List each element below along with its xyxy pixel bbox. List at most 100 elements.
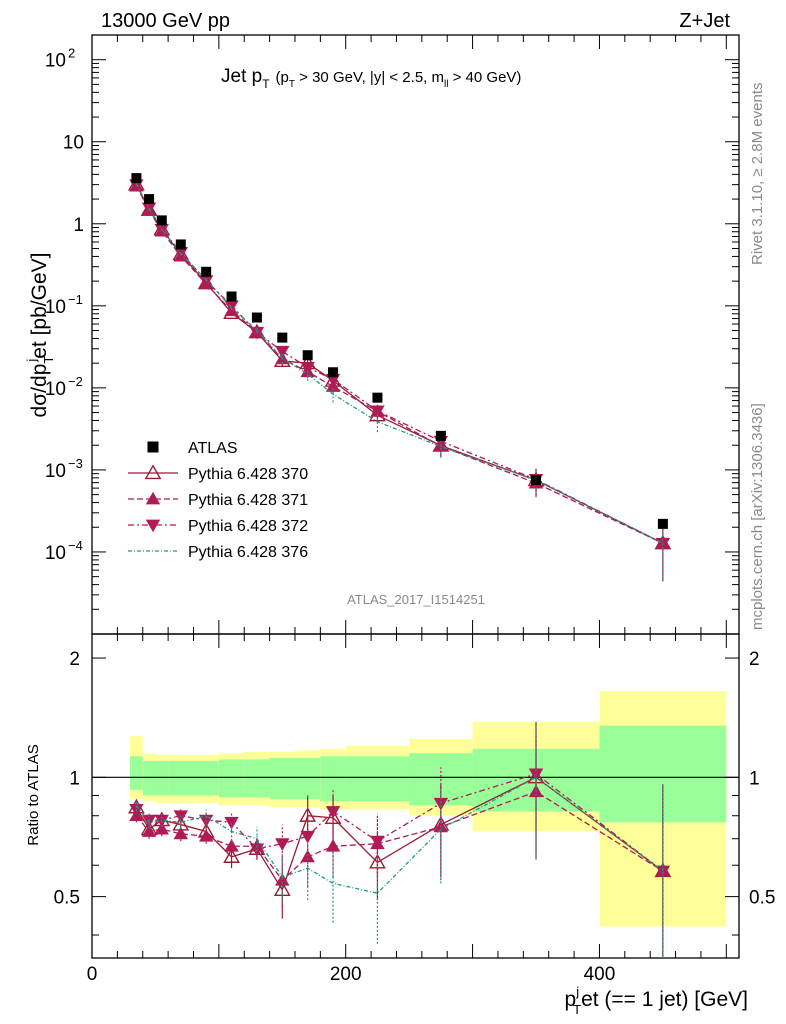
series-line-main [135,183,664,544]
legend-label: Pythia 6.428 371 [188,492,308,509]
y-tick-label: 10 [63,133,84,154]
header-right: Z+Jet [679,10,730,32]
x-axis-label: pj Tet (== 1 jet) [GeV] [565,984,748,1017]
series-point-ratio [275,838,290,851]
series-4 [135,182,664,958]
atlas-point [131,173,142,184]
atlas-point [175,239,186,250]
legend-entry: Pythia 6.428 370 [128,464,308,483]
green-band-bin [320,756,346,802]
green-band-bin [269,757,295,800]
y-tick-label: 10 [45,51,66,72]
series-point-ratio [223,848,240,863]
y-tick-label-exponent: −3 [68,456,83,471]
legend-entry: Pythia 6.428 372 [128,518,308,535]
legend: ATLAS Pythia 6.428 370 Pythia 6.428 371 Pyt… [128,440,308,561]
green-band-bin [168,760,194,796]
header-left: 13000 GeV pp [101,10,230,32]
green-band-bin [345,756,410,802]
green-band-bin [218,759,245,798]
series-line-main [135,185,664,544]
legend-entry: ATLAS [147,440,238,457]
atlas-point [144,194,155,205]
series-point-ratio [325,839,341,852]
series-point-main [224,300,239,313]
y-tick-label: 10 [45,297,66,318]
legend-label: Pythia 6.428 370 [188,466,308,483]
atlas-point [277,332,288,343]
ratio-y-tick-label-right: 2 [749,649,760,670]
uncertainty-bands [92,691,739,927]
series-line-main [135,184,664,544]
atlas-point [302,350,313,361]
atlas-point [156,215,167,226]
legend-marker [145,491,161,505]
atlas-point [328,367,339,378]
y-tick-label-exponent: 2 [68,46,75,61]
plot-frames [91,34,740,959]
ratio-y-tick-label-right: 1 [749,768,760,789]
series-point-ratio [198,829,214,842]
y-tick-label: 10 [45,379,66,400]
data-series [127,173,672,958]
series-point-main [249,326,265,340]
ratio-panel-frame [91,633,740,959]
atlas-point [251,312,262,323]
ratio-y-tick-label-right: 0.5 [749,888,775,909]
atlas-point [657,518,668,529]
series-2 [129,178,671,958]
series-point-ratio [370,835,385,849]
series-point-main [370,405,385,419]
y-tick-label: 1 [73,215,84,236]
x-tick-label: 400 [584,964,616,985]
series-point-ratio [173,826,189,840]
series-point-ratio [154,821,169,835]
x-tick-label: 0 [87,964,98,985]
y-tick-label: 10 [45,543,66,564]
y-tick-label: 10 [45,461,66,482]
legend-marker [147,441,159,453]
y-axis-label: dσ/dpTjet [pb/GeV] [24,253,56,418]
legend-marker [144,464,162,480]
green-band-bin [244,759,270,798]
legend-label: ATLAS [188,440,238,457]
series-point-ratio [141,824,157,837]
atlas-point [531,475,542,486]
y-tick-label-exponent: −1 [68,292,83,307]
ratio-y-tick-label: 2 [69,649,80,670]
legend-marker [145,519,161,533]
x-tick-label: 200 [330,964,362,985]
ratio-y-tick-label: 0.5 [54,888,80,909]
atlas-point [226,291,237,302]
atlas-point [201,266,212,277]
green-band-bin [155,760,169,796]
green-band-bin [142,760,156,796]
series-line-ratio [135,776,664,894]
plot-title: Jet pT (pT > 30 GeV, |y| < 2.5, mll > 40 … [221,66,521,91]
series-point-main [198,275,214,288]
green-band-bin [130,756,143,790]
legend-label: Pythia 6.428 372 [188,518,308,535]
green-band-bin [294,757,321,800]
series-point-ratio [433,797,449,811]
legend-entry: Pythia 6.428 371 [128,491,308,509]
atlas-point [435,430,446,441]
series-point-ratio [224,839,239,852]
series-point-ratio [300,830,315,844]
legend-entry: Pythia 6.428 376 [128,544,308,561]
analysis-watermark: ATLAS_2017_I1514251 [347,592,485,607]
green-band-bin [193,760,219,796]
series-point-main [275,345,290,359]
atlas-data [131,173,668,529]
series-line-main [135,184,664,544]
rivet-version-text: Rivet 3.1.10, ≥ 2.8M events [749,83,766,266]
series-point-ratio [325,806,341,819]
atlas-point [372,392,383,403]
y-tick-label-exponent: −2 [68,374,83,389]
series-point-main [300,362,315,375]
series-point-ratio [655,865,671,879]
y-tick-label-exponent: −4 [68,538,83,553]
ratio-y-axis-label: Ratio to ATLAS [25,744,42,845]
